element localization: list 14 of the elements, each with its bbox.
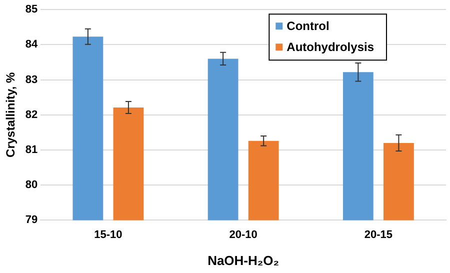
legend-label: Autohydrolysis (286, 40, 374, 54)
y-tick-label: 83 (25, 74, 38, 86)
y-tick-label: 84 (25, 38, 39, 51)
x-tick-label: 15-10 (94, 228, 122, 241)
y-tick-label: 81 (25, 144, 38, 156)
legend-label: Control (286, 18, 330, 33)
y-tick-label: 85 (25, 4, 38, 16)
x-axis-title: NaOH-H₂O₂ (208, 252, 280, 268)
y-tick-label: 80 (25, 179, 38, 192)
x-tick-label: 20-10 (229, 228, 258, 241)
x-tick-label: 20-15 (364, 228, 393, 241)
y-tick-label: 79 (25, 214, 38, 226)
y-axis-title: Crystallinity, % (4, 72, 18, 158)
y-tick-label: 82 (25, 108, 38, 121)
